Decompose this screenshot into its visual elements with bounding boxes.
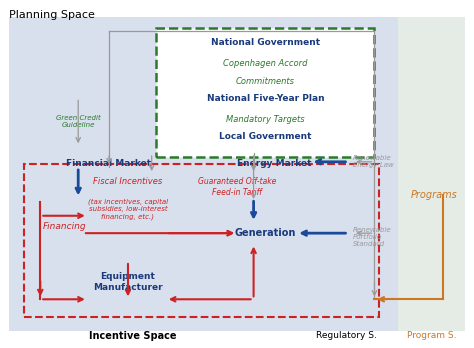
Text: National Government: National Government	[211, 38, 320, 47]
Text: Generation: Generation	[235, 228, 296, 238]
Text: Energy Market: Energy Market	[237, 159, 311, 168]
Text: Renewable
Energy Law: Renewable Energy Law	[353, 155, 394, 168]
Bar	[9, 17, 398, 331]
Text: Renewable
Portfolio
Standard: Renewable Portfolio Standard	[353, 227, 392, 247]
Text: Equipment
Manufacturer: Equipment Manufacturer	[93, 272, 163, 292]
Text: Guaranteed Off-take
Feed-in Tariff: Guaranteed Off-take Feed-in Tariff	[198, 177, 276, 197]
Text: Regulatory S.: Regulatory S.	[316, 331, 376, 340]
Text: National Five-Year Plan: National Five-Year Plan	[207, 94, 324, 103]
Text: Commitments: Commitments	[236, 77, 295, 86]
Text: Fiscal Incentives: Fiscal Incentives	[93, 177, 163, 187]
FancyBboxPatch shape	[156, 28, 374, 157]
Text: Local Government: Local Government	[219, 132, 312, 141]
Text: Green Credit
Guideline: Green Credit Guideline	[56, 115, 100, 128]
Bar	[398, 17, 465, 331]
Text: Program S.: Program S.	[407, 331, 456, 340]
Text: Copenhagen Accord: Copenhagen Accord	[223, 59, 308, 68]
Text: Programs: Programs	[410, 190, 457, 200]
Text: (tax incentives, capital
subsidies, low-interest
financing, etc.): (tax incentives, capital subsidies, low-…	[88, 198, 168, 220]
Text: Planning Space: Planning Space	[9, 10, 95, 21]
Text: Incentive Space: Incentive Space	[89, 331, 176, 341]
Text: Financial Market: Financial Market	[66, 159, 152, 168]
Text: Mandatory Targets: Mandatory Targets	[226, 115, 305, 124]
Text: Financing: Financing	[43, 222, 86, 231]
